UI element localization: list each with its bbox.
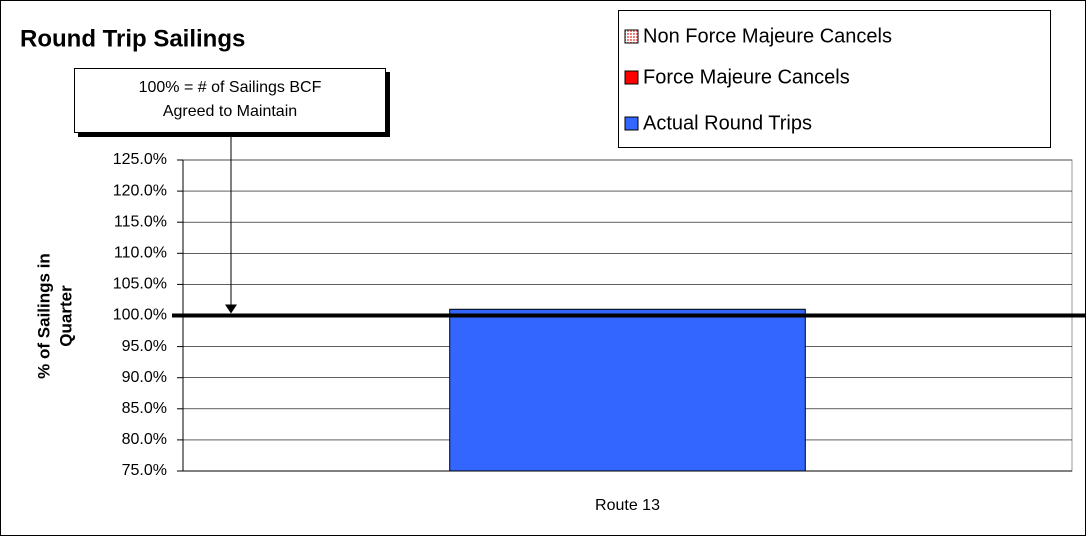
bar-segment bbox=[449, 308, 806, 472]
annotation-arrowhead bbox=[225, 304, 237, 314]
y-axis-label-line: Quarter bbox=[56, 285, 75, 347]
x-tick-label: Route 13 bbox=[595, 497, 660, 514]
annotation-box bbox=[74, 68, 386, 133]
legend-label: Force Majeure Cancels bbox=[643, 66, 850, 88]
y-tick-label: 90.0% bbox=[122, 369, 167, 386]
y-tick-label: 100.0% bbox=[113, 307, 167, 324]
legend-swatch bbox=[624, 70, 639, 85]
y-tick-label: 105.0% bbox=[113, 276, 167, 293]
annotation-text: 100% = # of Sailings BCF bbox=[139, 79, 322, 96]
y-tick-label: 110.0% bbox=[114, 245, 167, 262]
chart-title: Round Trip Sailings bbox=[20, 25, 245, 52]
y-tick-label: 125.0% bbox=[113, 151, 167, 168]
y-tick-label: 120.0% bbox=[113, 182, 167, 199]
y-tick-label: 115.0% bbox=[114, 213, 167, 230]
y-tick-label: 95.0% bbox=[122, 338, 167, 355]
legend-box bbox=[618, 10, 1051, 148]
annotation-text: Agreed to Maintain bbox=[163, 103, 297, 120]
legend-label: Non Force Majeure Cancels bbox=[643, 25, 892, 47]
y-axis-label: % of Sailings in Quarter bbox=[34, 253, 75, 379]
legend-label: Actual Round Trips bbox=[643, 112, 812, 134]
y-tick-label: 80.0% bbox=[122, 431, 167, 448]
legend-swatch bbox=[624, 116, 639, 131]
y-tick-label: 75.0% bbox=[122, 462, 167, 479]
y-axis-label-line: % of Sailings in bbox=[34, 253, 53, 379]
legend-swatch bbox=[624, 29, 639, 44]
y-tick-label: 85.0% bbox=[122, 400, 167, 417]
